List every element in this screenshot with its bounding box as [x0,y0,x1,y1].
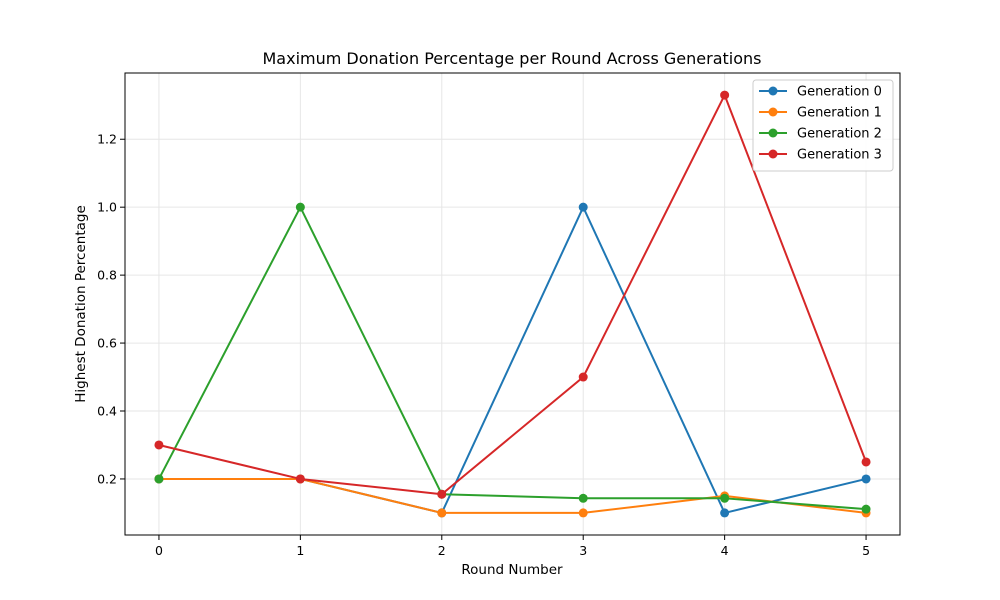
y-tick-label: 0.6 [97,336,117,351]
data-point [437,489,447,499]
data-point [295,474,305,484]
data-point [437,508,447,518]
data-point [861,474,871,484]
legend-marker [768,149,778,159]
legend-item: Generation 3 [759,148,882,163]
data-point [861,504,871,514]
data-point [861,457,871,467]
chart-title: Maximum Donation Percentage per Round Ac… [262,49,761,68]
series-line [158,94,867,496]
y-tick-label: 1.0 [97,200,117,215]
x-tick-label: 4 [721,543,729,558]
data-point [578,202,588,212]
legend-label: Generation 3 [797,148,882,163]
series-generation-3 [154,90,871,499]
legend-label: Generation 1 [797,106,882,121]
x-axis-label: Round Number [461,562,563,578]
legend-marker [768,128,778,138]
y-tick-label: 0.8 [97,268,117,283]
data-point [295,202,305,212]
legend-marker [768,107,778,117]
legend-item: Generation 1 [759,106,882,121]
axis-ticks: 0 1 2 3 4 5 0.2 0.4 0.6 0.8 1.0 1.2 [97,132,870,558]
legend-label: Generation 2 [797,127,882,142]
data-point [720,493,730,503]
x-tick-label: 1 [296,543,304,558]
legend-label: Generation 0 [797,85,882,100]
legend-box [752,79,894,172]
x-tick-label: 5 [862,543,870,558]
data-point [720,508,730,518]
y-axis-label: Highest Donation Percentage [73,205,89,403]
legend-marker [768,86,778,96]
x-tick-label: 2 [438,543,446,558]
data-point [578,372,588,382]
y-tick-label: 0.2 [97,471,117,486]
y-tick-label: 1.2 [97,132,117,147]
y-tick-label: 0.4 [97,404,117,419]
series-line [158,477,867,514]
x-tick-label: 0 [155,543,163,558]
data-point [154,474,164,484]
data-point [578,508,588,518]
legend-item: Generation 2 [759,127,882,142]
grid-lines [125,73,900,535]
data-point [578,493,588,503]
legend-item: Generation 0 [759,85,882,100]
data-point [720,90,730,100]
legend: Generation 0 Generation 1 Generation 2 Gene… [752,79,894,172]
series-generation-2 [154,202,871,514]
x-tick-label: 3 [579,543,587,558]
plot-area-frame [124,72,901,536]
data-point [154,440,164,450]
plot-series [154,90,871,518]
series-line [158,206,867,511]
